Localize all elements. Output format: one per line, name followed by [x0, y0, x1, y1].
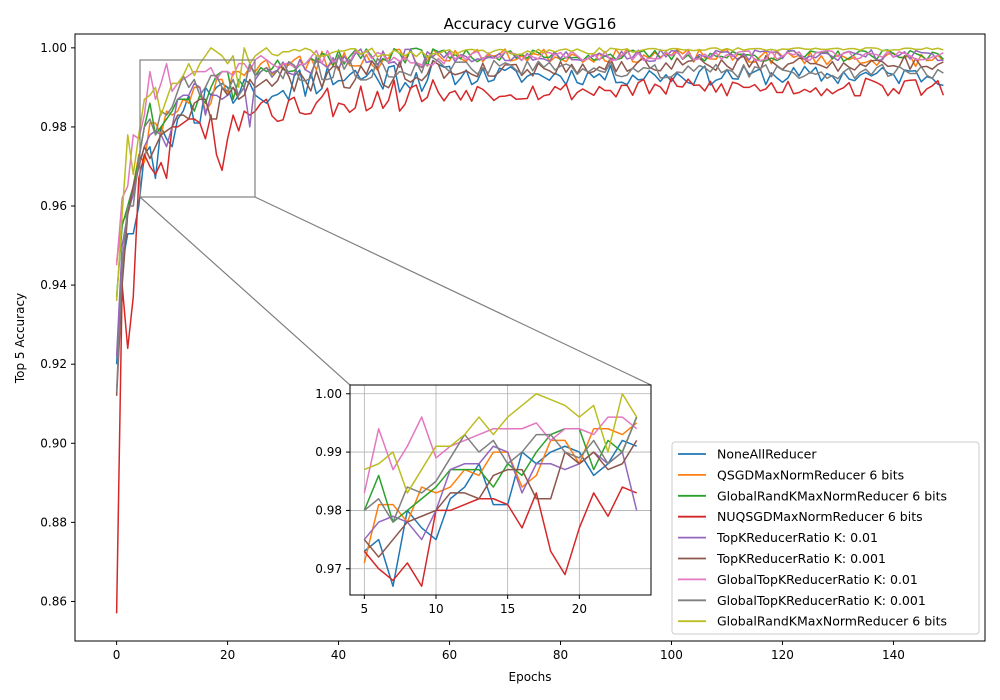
inset-series-group: [363, 393, 638, 587]
legend-label: TopKReducerRatio K: 0.001: [716, 551, 886, 566]
x-tick-label: 140: [882, 648, 905, 662]
x-axis-label: Epochs: [509, 670, 552, 684]
y-tick-label: 0.88: [40, 515, 67, 529]
inset-chart: 5 10 15 20 0.97 0.98 0.99 1.00: [315, 384, 652, 616]
x-axis-ticks: 0 20 40 60 80 100 120 140: [113, 641, 905, 662]
y-tick-label: 0.90: [40, 436, 67, 450]
legend: NoneAllReducer QSGDMaxNormReducer 6 bits G…: [671, 441, 980, 635]
series-line-8: [115, 47, 944, 301]
inset-x-tick-label: 5: [361, 602, 369, 616]
y-tick-label: 1.00: [40, 41, 67, 55]
legend-items: NoneAllReducer QSGDMaxNormReducer 6 bits G…: [678, 447, 947, 629]
legend-box: [671, 441, 980, 635]
legend-label: TopKReducerRatio K: 0.01: [716, 530, 878, 545]
legend-label: GlobalTopKReducerRatio K: 0.01: [717, 572, 918, 587]
inset-series-line-6: [363, 416, 638, 494]
y-axis-ticks: 0.86 0.88 0.90 0.92 0.94 0.96 0.98 1.00: [40, 41, 75, 608]
x-tick-label: 20: [220, 648, 235, 662]
x-tick-label: 100: [660, 648, 683, 662]
inset-y-ticks: 0.97 0.98 0.99 1.00: [315, 387, 350, 576]
x-tick-label: 0: [113, 648, 121, 662]
legend-label: NUQSGDMaxNormReducer 6 bits: [717, 509, 923, 524]
x-tick-label: 120: [771, 648, 794, 662]
y-tick-label: 0.86: [40, 594, 67, 608]
zoom-connector-left: [139, 196, 351, 386]
inset-series-line-2: [363, 416, 638, 523]
y-tick-label: 0.94: [40, 278, 67, 292]
legend-label: GlobalTopKReducerRatio K: 0.001: [717, 593, 926, 608]
zoom-indicator-box: [139, 59, 256, 198]
y-tick-label: 0.92: [40, 357, 67, 371]
inset-x-tick-label: 10: [428, 602, 443, 616]
x-tick-label: 40: [331, 648, 346, 662]
legend-label: QSGDMaxNormReducer 6 bits: [717, 467, 904, 482]
legend-label: GlobalRandKMaxNormReducer 6 bits: [717, 488, 947, 503]
inset-y-tick-label: 1.00: [315, 387, 342, 401]
x-tick-label: 80: [553, 648, 568, 662]
plot-frame: [74, 33, 986, 642]
legend-label: NoneAllReducer: [717, 447, 817, 462]
inset-y-tick-label: 0.99: [315, 445, 342, 459]
chart-title: Accuracy curve VGG16: [444, 15, 617, 33]
inset-series-line-5: [363, 440, 638, 558]
y-tick-label: 0.96: [40, 199, 67, 213]
y-tick-label: 0.98: [40, 120, 67, 134]
legend-label: GlobalRandKMaxNormReducer 6 bits: [717, 614, 947, 629]
inset-series-line-8: [364, 393, 638, 494]
inset-series-line-0: [363, 439, 637, 587]
inset-y-tick-label: 0.97: [315, 562, 342, 576]
inset-x-tick-label: 20: [572, 602, 587, 616]
inset-y-tick-label: 0.98: [315, 503, 342, 517]
y-axis-label: Top 5 Accuracy: [13, 293, 27, 384]
zoom-connector-right: [254, 196, 652, 386]
inset-x-ticks: 5 10 15 20: [361, 595, 587, 616]
x-tick-label: 60: [442, 648, 457, 662]
inset-series-line-3: [363, 486, 637, 587]
inset-background: [350, 385, 651, 595]
inset-x-tick-label: 15: [500, 602, 515, 616]
inset-frame: [349, 384, 652, 596]
